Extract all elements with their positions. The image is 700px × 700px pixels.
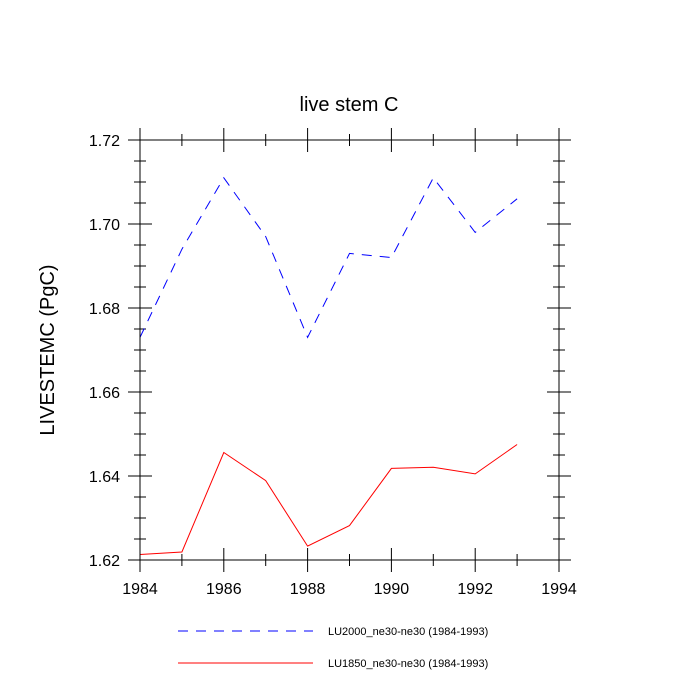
series-lines	[139, 176, 518, 555]
x-tick-label: 1994	[541, 581, 577, 598]
x-tick-label: 1990	[374, 581, 410, 598]
series-line-1	[139, 444, 518, 555]
series-line-0	[139, 176, 518, 339]
y-axis-label: LIVESTEMC (PgC)	[37, 264, 59, 435]
y-tick-labels: 1.62 1.64 1.66 1.68 1.70 1.72	[89, 133, 120, 570]
y-tick-label: 1.66	[89, 385, 120, 402]
plot-frame	[139, 139, 560, 561]
y-tick-label: 1.64	[89, 469, 120, 486]
x-tick-labels: 1984 1986 1988 1990 1992 1994	[122, 581, 577, 598]
chart-title: live stem C	[300, 94, 399, 116]
tick-marks	[128, 128, 571, 572]
y-tick-label: 1.68	[89, 301, 120, 318]
legend: LU2000_ne30-ne30 (1984-1993) LU1850_ne30-…	[178, 626, 488, 670]
y-tick-label: 1.62	[89, 553, 120, 570]
legend-label-1: LU1850_ne30-ne30 (1984-1993)	[328, 658, 488, 670]
y-tick-label: 1.70	[89, 217, 120, 234]
x-tick-label: 1984	[122, 581, 158, 598]
x-tick-label: 1992	[457, 581, 493, 598]
x-tick-label: 1986	[206, 581, 242, 598]
legend-label-0: LU2000_ne30-ne30 (1984-1993)	[328, 626, 488, 638]
y-tick-label: 1.72	[89, 133, 120, 150]
x-tick-label: 1988	[290, 581, 326, 598]
